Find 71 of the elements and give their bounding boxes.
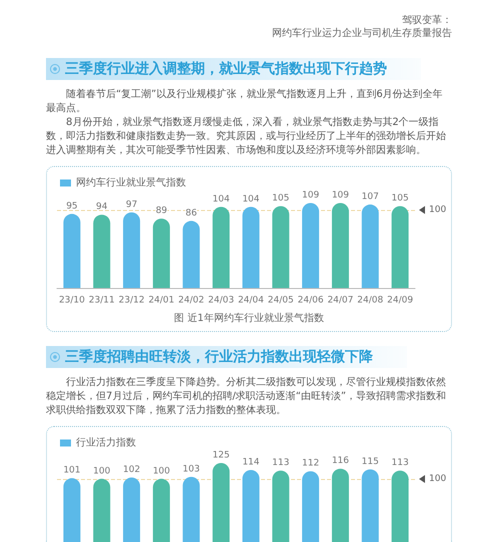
data-label: 105 [272,194,290,204]
data-label: 104 [242,194,260,204]
legend-label: 网约车行业就业景气指数 [76,176,186,188]
data-label: 113 [272,458,290,468]
bar [93,214,110,288]
bar [242,470,260,542]
text: 随着春节后“复工潮”以及行业规模扩张，就业景气指数逐月上升，直到6月份达到全年最高点。 [46,88,444,116]
legend-label: 行业活力指数 [76,436,136,448]
data-label: 115 [362,456,379,467]
bar [392,470,409,542]
data-label: 100 [152,466,170,476]
bar [212,206,230,288]
data-label: 116 [332,456,350,466]
x-tick-label: 24/06 [298,296,324,306]
text: 图 近1年网约车行业就业景气指数 [173,312,325,326]
data-label: 102 [122,465,140,476]
x-tick-label: 24/08 [357,296,384,306]
data-label: 103 [182,464,200,474]
bar [63,214,80,288]
data-label: 109 [332,190,350,200]
bar [152,218,170,288]
data-label: 86 [186,208,198,218]
data-label: 114 [242,457,260,468]
text: 网约车行业运力企业与司机生存质量报告 [271,27,452,40]
chart-title: 三季度招聘由旺转淡，行业活力指数出现轻微下降 [65,348,373,366]
bar [212,463,230,542]
data-label: 94 [96,202,108,212]
text: 驾驭变革： [401,14,452,27]
bar [242,206,260,288]
data-label: 125 [212,450,230,460]
x-tick-label: 24/01 [148,296,174,306]
data-label: 104 [212,194,230,204]
text: 行业活力指数在三季度呈下降趋势。分析其二级指数可以发现，尽管行业规模指数依然稳定增长，但7月过后，网约车司机的招聘/求职活动逐渐“由旺转淡”，导致招聘需求指数和求职供给指数双双下降，拖累了活力指数的整体表现。 [46,376,448,418]
bar [272,206,290,288]
data-label: 101 [63,466,81,476]
bar [123,212,140,288]
chart-title: 三季度行业进入调整期，就业景气指数出现下行趋势 [65,60,387,78]
text: 8月份开始，就业景气指数逐月缓慢走低，深入看，就业景气指数走势与其2个一级指数，即活力指数和健康指数走势一致。究其原因，或与行业经历了上半年的强劲增长后开始进入调整期有关，其次可能受季节性因素、市场饱和度以及经济环境等外部因素影响。 [46,116,447,158]
data-label: 95 [66,201,78,212]
data-label: 113 [391,458,409,468]
bar [302,203,320,288]
x-tick-label: 23/11 [88,296,115,306]
x-tick-label: 24/05 [268,296,294,306]
x-tick-label: 24/09 [387,296,414,306]
data-label: 112 [302,458,320,469]
bar [93,478,110,542]
bar [152,478,170,542]
bar [302,471,320,542]
x-tick-label: 24/03 [208,296,234,306]
bar [182,476,200,542]
ref-line-label: 100 [429,474,446,484]
bar [332,203,349,288]
bar [182,220,200,288]
data-label: 107 [362,192,379,202]
data-label: 109 [302,190,320,200]
ref-line-label: 100 [429,205,446,216]
bar [392,206,409,288]
bar [63,478,80,542]
x-tick-label: 24/04 [238,296,264,306]
data-label: 97 [126,200,138,210]
x-tick-label: 23/10 [58,296,86,306]
bar [123,478,140,542]
x-tick-label: 24/07 [327,296,354,306]
data-label: 105 [391,194,409,204]
data-label: 100 [93,466,111,476]
bar [332,468,349,542]
bar [362,204,379,288]
bar [272,470,290,542]
bar [362,469,379,542]
x-tick-label: 24/02 [178,296,204,306]
x-tick-label: 23/12 [118,296,145,306]
